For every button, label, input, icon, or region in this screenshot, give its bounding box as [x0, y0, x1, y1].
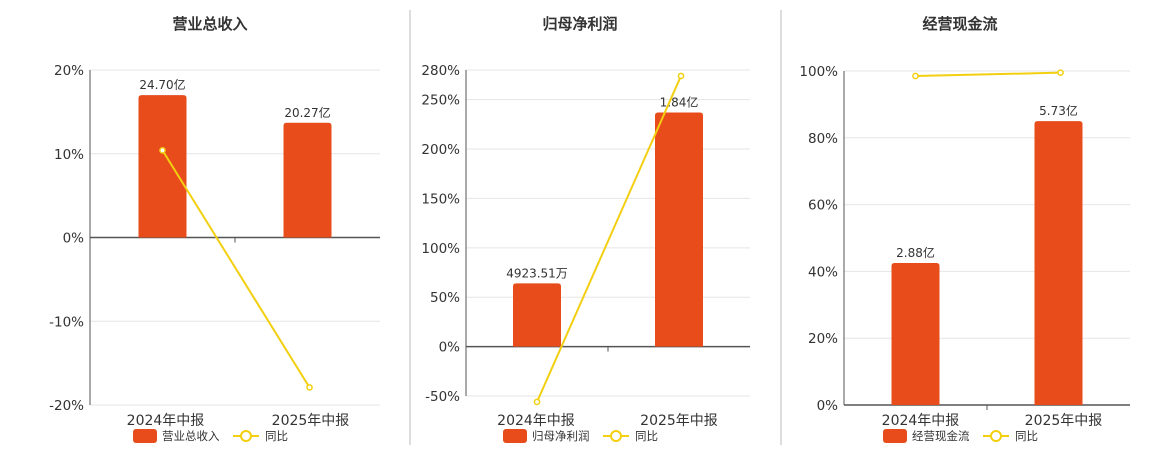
chart3-ytick-label-1: 100%	[799, 64, 838, 80]
chart2-yoy-line	[536, 75, 682, 403]
chart3-yoy-line	[915, 71, 1061, 78]
chart3-ytick-label-6: 0%	[817, 398, 839, 414]
chart1-bar-label-1: 24.70亿	[139, 77, 185, 92]
chart1-legend-bar-label: 营业总收入	[162, 429, 220, 443]
chart2-ytick-label-2: 250%	[421, 93, 460, 109]
chart2-ytick-label-8: -50%	[425, 389, 460, 405]
chart2-ytick-label-6: 50%	[430, 290, 460, 306]
chart2-bar-1	[513, 283, 561, 347]
chart3-ytick-label-5: 20%	[808, 331, 838, 347]
chart3-yoy-point-2	[1057, 69, 1064, 77]
chart2-legend-bar-swatch	[503, 429, 527, 443]
chart1-ytick-label-5: -20%	[49, 398, 84, 414]
chart3-bar-label-2: 5.73亿	[1039, 103, 1078, 118]
chart1-category-label-1: 2024年中报	[127, 413, 205, 429]
chart3-title: 经营现金流	[922, 15, 997, 33]
chart2-ytick-label-5: 100%	[421, 241, 460, 257]
chart3-bar-1	[891, 263, 940, 405]
chart1-legend-line-label: 同比	[265, 429, 288, 443]
chart3-ytick-label-2: 80%	[808, 131, 838, 147]
chart3-yoy-point-1	[912, 72, 919, 80]
chart2-legend-bar-label: 归母净利润	[532, 429, 590, 443]
chart3-category-label-1: 2024年中报	[882, 413, 960, 429]
chart3-legend-line-label: 同比	[1015, 429, 1038, 443]
chart1-yoy-line	[161, 149, 311, 388]
chart1-ytick-label-2: 10%	[54, 147, 84, 163]
chart2-category-label-2: 2025年中报	[640, 413, 718, 429]
chart3-bar-2	[1034, 121, 1083, 405]
chart1-legend-bar-swatch	[133, 429, 157, 443]
chart2-bar-label-2: 1.84亿	[660, 94, 699, 109]
chart2-bar-label-1: 4923.51万	[506, 266, 568, 280]
chart3-ytick-label-4: 40%	[808, 264, 838, 280]
chart2-ytick-label-7: 0%	[439, 340, 461, 356]
chart2-ytick-label-1: 280%	[421, 63, 460, 79]
chart1-bar-label-2: 20.27亿	[284, 105, 330, 120]
chart3-legend-line-marker	[990, 430, 1002, 442]
chart2-title: 归母净利润	[542, 15, 617, 33]
chart1-legend-line-marker	[240, 430, 252, 442]
chart3-category-label-2: 2025年中报	[1025, 413, 1103, 429]
chart3-legend-bar-swatch	[883, 429, 907, 443]
chart2-yoy-point-1	[533, 398, 541, 406]
chart1-ytick-label-3: 0%	[63, 231, 85, 247]
chart2-ytick-label-4: 150%	[421, 191, 460, 207]
chart2-category-label-1: 2024年中报	[497, 413, 575, 429]
chart3-bar-label-1: 2.88亿	[896, 245, 935, 260]
chart1-ytick-label-1: 20%	[54, 63, 84, 79]
chart1-category-label-2: 2025年中报	[272, 413, 350, 429]
chart2-yoy-point-2	[677, 72, 685, 80]
chart2-ytick-label-3: 200%	[421, 142, 460, 158]
chart1-yoy-point-1	[159, 147, 166, 154]
chart1-yoy-point-2	[306, 384, 313, 391]
chart1-bar-1	[138, 95, 187, 238]
chart3-legend-bar-label: 经营现金流	[912, 429, 970, 443]
chart1-ytick-label-4: -10%	[49, 314, 84, 330]
chart1-title: 营业总收入	[172, 15, 247, 33]
chart2-legend-line-label: 同比	[635, 429, 658, 443]
chart1-bar-2	[283, 122, 332, 238]
chart3-ytick-label-3: 60%	[808, 198, 838, 214]
chart2-legend-line-marker	[610, 430, 622, 442]
chart2-bar-2	[655, 112, 703, 347]
